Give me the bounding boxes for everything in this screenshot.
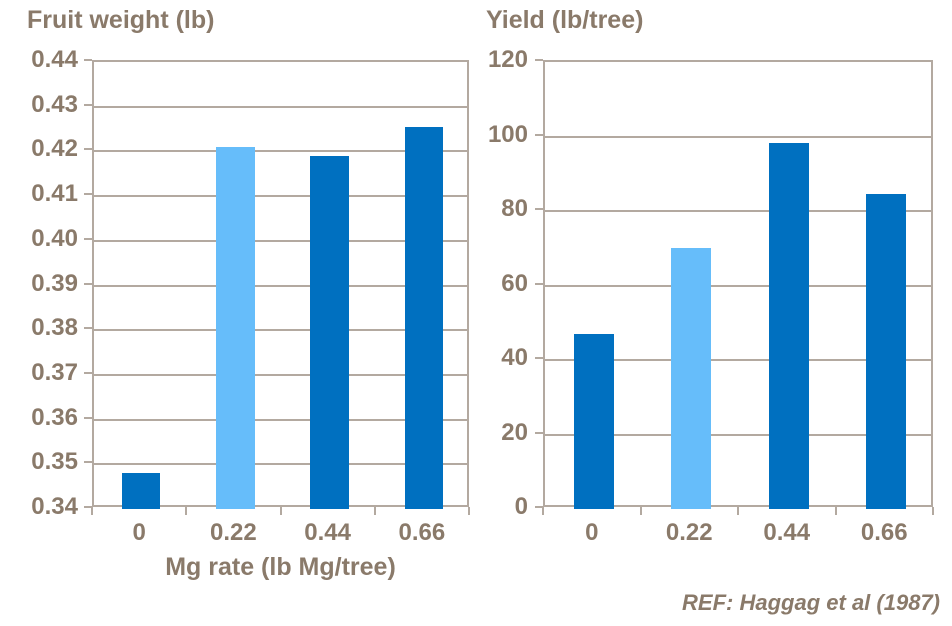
x-tick-mark	[542, 507, 544, 515]
y-tick-label: 0.39	[31, 269, 78, 297]
x-tick-label: 0.22	[210, 519, 257, 546]
y-tick-label: 0.41	[31, 180, 78, 208]
y-tick-label: 0	[514, 493, 528, 520]
gridline	[94, 195, 467, 198]
x-tick-label: 0.22	[665, 519, 713, 546]
gridline	[94, 373, 467, 376]
bar-0.44	[768, 142, 809, 509]
y-tick-label: 0.38	[31, 314, 78, 342]
y-tick-mark	[535, 431, 543, 434]
x-tick-mark	[639, 507, 642, 515]
gridline	[545, 210, 931, 212]
bar-0	[573, 333, 614, 509]
gridline	[94, 329, 467, 332]
y-tick-label: 0.34	[31, 493, 78, 520]
gridline	[545, 359, 931, 361]
y-tick-label: 0.40	[31, 224, 78, 252]
y-tick-mark	[535, 133, 543, 136]
x-tick-label: 0.44	[763, 519, 811, 546]
y-tick-label: 80	[501, 195, 528, 222]
y-tick-mark	[84, 282, 92, 285]
gridline	[94, 463, 467, 466]
y-tick-label: 60	[501, 269, 528, 297]
bar-0.22	[216, 146, 255, 509]
reference-citation: REF: Haggag et al (1987)	[682, 590, 940, 615]
y-tick-mark	[84, 148, 92, 151]
gridline	[94, 418, 467, 421]
gridline	[94, 284, 467, 287]
y-tick-mark	[535, 506, 543, 508]
gridline	[545, 135, 931, 138]
y-tick-mark	[84, 506, 92, 508]
y-tick-label: 0.35	[31, 448, 78, 476]
y-tick-label: 0.44	[31, 46, 78, 73]
y-tick-label: 100	[487, 120, 528, 148]
y-tick-mark	[84, 461, 92, 464]
x-tick-mark	[834, 507, 837, 515]
y-tick-mark	[84, 237, 92, 240]
x-tick-mark	[932, 507, 934, 515]
y-tick-mark	[84, 193, 92, 196]
y-tick-mark	[535, 357, 543, 359]
yield-plot-area	[543, 60, 933, 509]
x-tick-mark	[737, 507, 739, 515]
x-tick-label: 0.66	[398, 519, 446, 546]
bar-0.66	[404, 126, 444, 509]
x-tick-label: 0.44	[304, 519, 351, 546]
right-chart-title: Yield (lb/tree)	[486, 6, 644, 34]
y-tick-mark	[535, 59, 543, 61]
y-tick-mark	[84, 103, 92, 106]
y-tick-label: 20	[501, 418, 528, 446]
x-tick-mark	[373, 507, 376, 515]
y-tick-mark	[535, 208, 543, 210]
y-tick-mark	[535, 282, 543, 285]
bar-0	[121, 473, 161, 509]
x-tick-label: 0	[132, 519, 146, 546]
x-tick-label: 0	[585, 519, 599, 546]
x-tick-label: 0.66	[860, 519, 908, 546]
y-tick-mark	[84, 371, 92, 374]
x-tick-mark	[279, 507, 282, 515]
bar-0.66	[866, 194, 907, 509]
y-tick-label: 0.36	[31, 403, 78, 431]
left-chart-title: Fruit weight (lb)	[27, 6, 215, 34]
fruit-weight-plot-area	[92, 60, 469, 509]
x-tick-mark	[185, 507, 188, 515]
bar-0.22	[671, 248, 712, 509]
y-tick-label: 40	[501, 344, 528, 371]
y-tick-label: 0.42	[31, 135, 78, 163]
y-tick-label: 120	[487, 46, 528, 73]
bar-0.44	[310, 155, 349, 509]
y-tick-mark	[84, 59, 92, 61]
x-tick-mark	[91, 507, 93, 515]
gridline	[94, 105, 467, 108]
x-tick-mark	[468, 507, 470, 515]
gridline	[94, 150, 467, 153]
y-tick-mark	[84, 327, 92, 330]
gridline	[94, 239, 467, 242]
gridline	[545, 433, 931, 436]
y-tick-label: 0.43	[31, 90, 78, 118]
y-tick-mark	[84, 416, 92, 419]
y-tick-label: 0.37	[31, 358, 78, 386]
gridline	[545, 284, 931, 287]
x-axis-title: Mg rate (lb Mg/tree)	[165, 553, 396, 581]
